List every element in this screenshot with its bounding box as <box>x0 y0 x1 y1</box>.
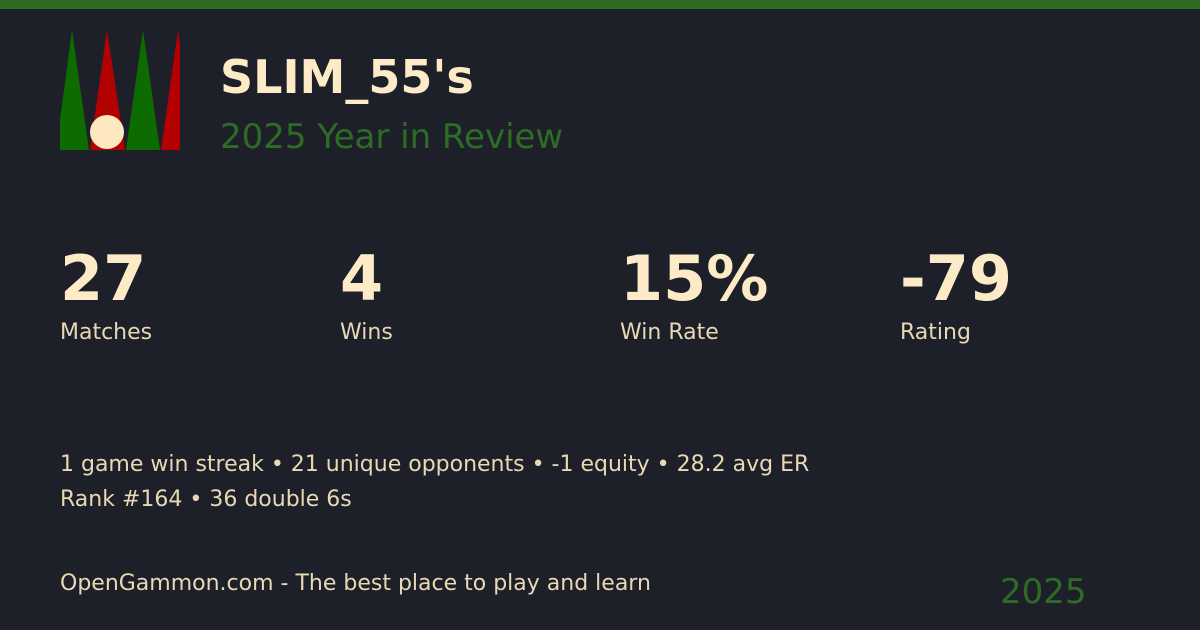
stat-label: Rating <box>900 320 971 345</box>
page-subtitle: 2025 Year in Review <box>220 117 564 157</box>
green-point-icon <box>126 30 160 150</box>
stat-win-rate: 15% Win Rate <box>620 242 768 345</box>
stat-wins: 4 Wins <box>340 242 393 345</box>
stat-label: Matches <box>60 320 153 345</box>
details-line-1: 1 game win streak • 21 unique opponents … <box>60 452 810 477</box>
stat-rating: -79 Rating <box>900 242 1012 345</box>
backgammon-board-logo <box>60 30 180 150</box>
stat-matches: 27 Matches <box>60 242 152 345</box>
stat-label: Win Rate <box>620 320 719 345</box>
green-point-icon <box>60 30 89 150</box>
stat-value: 27 <box>60 242 147 315</box>
stat-value: -79 <box>900 242 1013 315</box>
top-accent-bar <box>0 0 1200 9</box>
player-name: SLIM_55's <box>220 50 474 104</box>
stat-value: 15% <box>620 242 769 315</box>
details-line-2: Rank #164 • 36 double 6s <box>60 487 352 512</box>
checker-icon <box>90 115 124 149</box>
stat-value: 4 <box>340 242 384 315</box>
footer-year: 2025 <box>1000 572 1087 612</box>
red-point-icon <box>161 30 180 150</box>
stat-label: Wins <box>340 320 393 345</box>
footer-tagline: OpenGammon.com - The best place to play … <box>60 571 651 596</box>
